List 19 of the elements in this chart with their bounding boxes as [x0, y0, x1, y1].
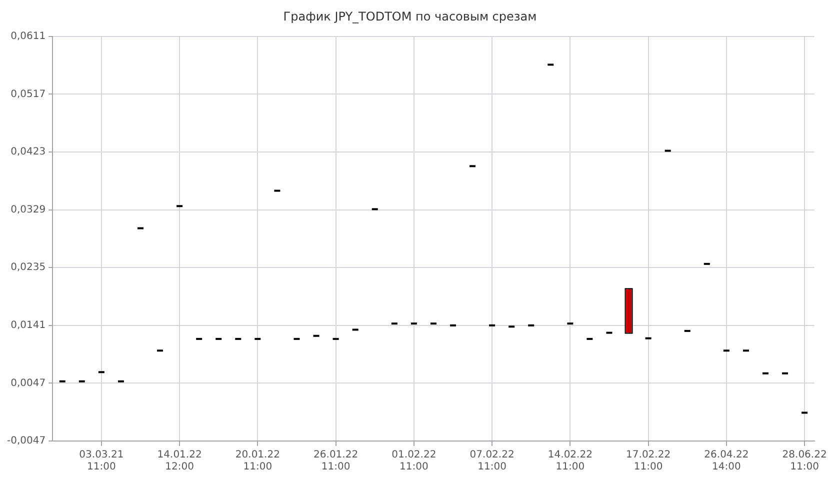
y-tick-label: 0,0611: [10, 30, 46, 42]
y-tick-label: -0,0047: [6, 436, 46, 447]
y-tick-label: 0,0517: [10, 88, 46, 100]
y-tick-label: 0,0047: [10, 378, 46, 389]
y-tick-label: 0,0423: [10, 146, 46, 158]
y-tick-label: 0,0329: [10, 204, 46, 216]
chart-title: График JPY_TODTOM по часовым срезам: [283, 9, 537, 24]
x-tick-label: 01.02.22 11:00: [392, 450, 436, 473]
x-tick-label: 26.01.22 11:00: [314, 450, 358, 473]
x-tick-label: 07.02.22 11:00: [470, 450, 514, 473]
y-tick-label: 0,0141: [10, 320, 46, 331]
x-tick-label: 26.04.22 14:00: [704, 450, 749, 473]
x-tick-label: 14.02.22 11:00: [548, 450, 592, 473]
x-tick-label: 17.02.22 11:00: [626, 450, 671, 473]
y-tick-label: 0,0235: [10, 262, 46, 274]
x-tick-label: 14.01.22 12:00: [157, 450, 202, 473]
x-tick-label: 20.01.22 11:00: [235, 450, 280, 473]
x-tick-label: 28.06.22 11:00: [782, 450, 827, 473]
x-tick-label: 03.03.21 11:00: [79, 450, 124, 473]
